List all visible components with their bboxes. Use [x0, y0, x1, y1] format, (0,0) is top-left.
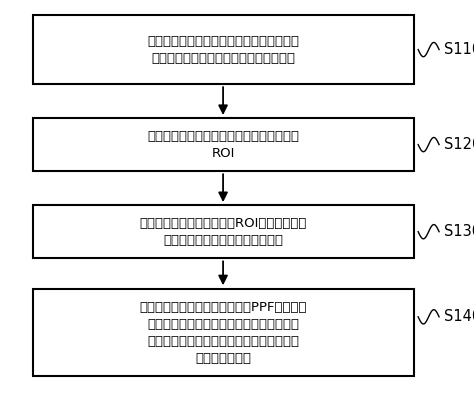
Text: 获取目标场景的二维图像信息和三维点云信
息，其中，目标场景包括至少一个目标物: 获取目标场景的二维图像信息和三维点云信 息，其中，目标场景包括至少一个目标物 [147, 35, 299, 65]
Text: S110: S110 [444, 42, 474, 57]
Text: S130: S130 [444, 224, 474, 239]
Text: 分别根据每个目标物对应的目标PPF特征点集
，基于预设算法对每个目标物的点云集合依
次进行粗略对齐和精细对齐，以完成每个目
标物的位姿估计: 分别根据每个目标物对应的目标PPF特征点集 ，基于预设算法对每个目标物的点云集合… [139, 301, 307, 365]
Text: S120: S120 [444, 137, 474, 152]
FancyBboxPatch shape [33, 289, 413, 376]
Text: 根据二维图像信息，确定每个目标物的目标
ROI: 根据二维图像信息，确定每个目标物的目标 ROI [147, 130, 299, 160]
FancyBboxPatch shape [33, 118, 413, 171]
FancyBboxPatch shape [33, 205, 413, 259]
Text: 分别根据每个目标物的目标ROI，从三维点云
信息中确定每个目标物的点云集合: 分别根据每个目标物的目标ROI，从三维点云 信息中确定每个目标物的点云集合 [139, 217, 307, 247]
Text: S140: S140 [444, 309, 474, 324]
FancyBboxPatch shape [33, 15, 413, 84]
